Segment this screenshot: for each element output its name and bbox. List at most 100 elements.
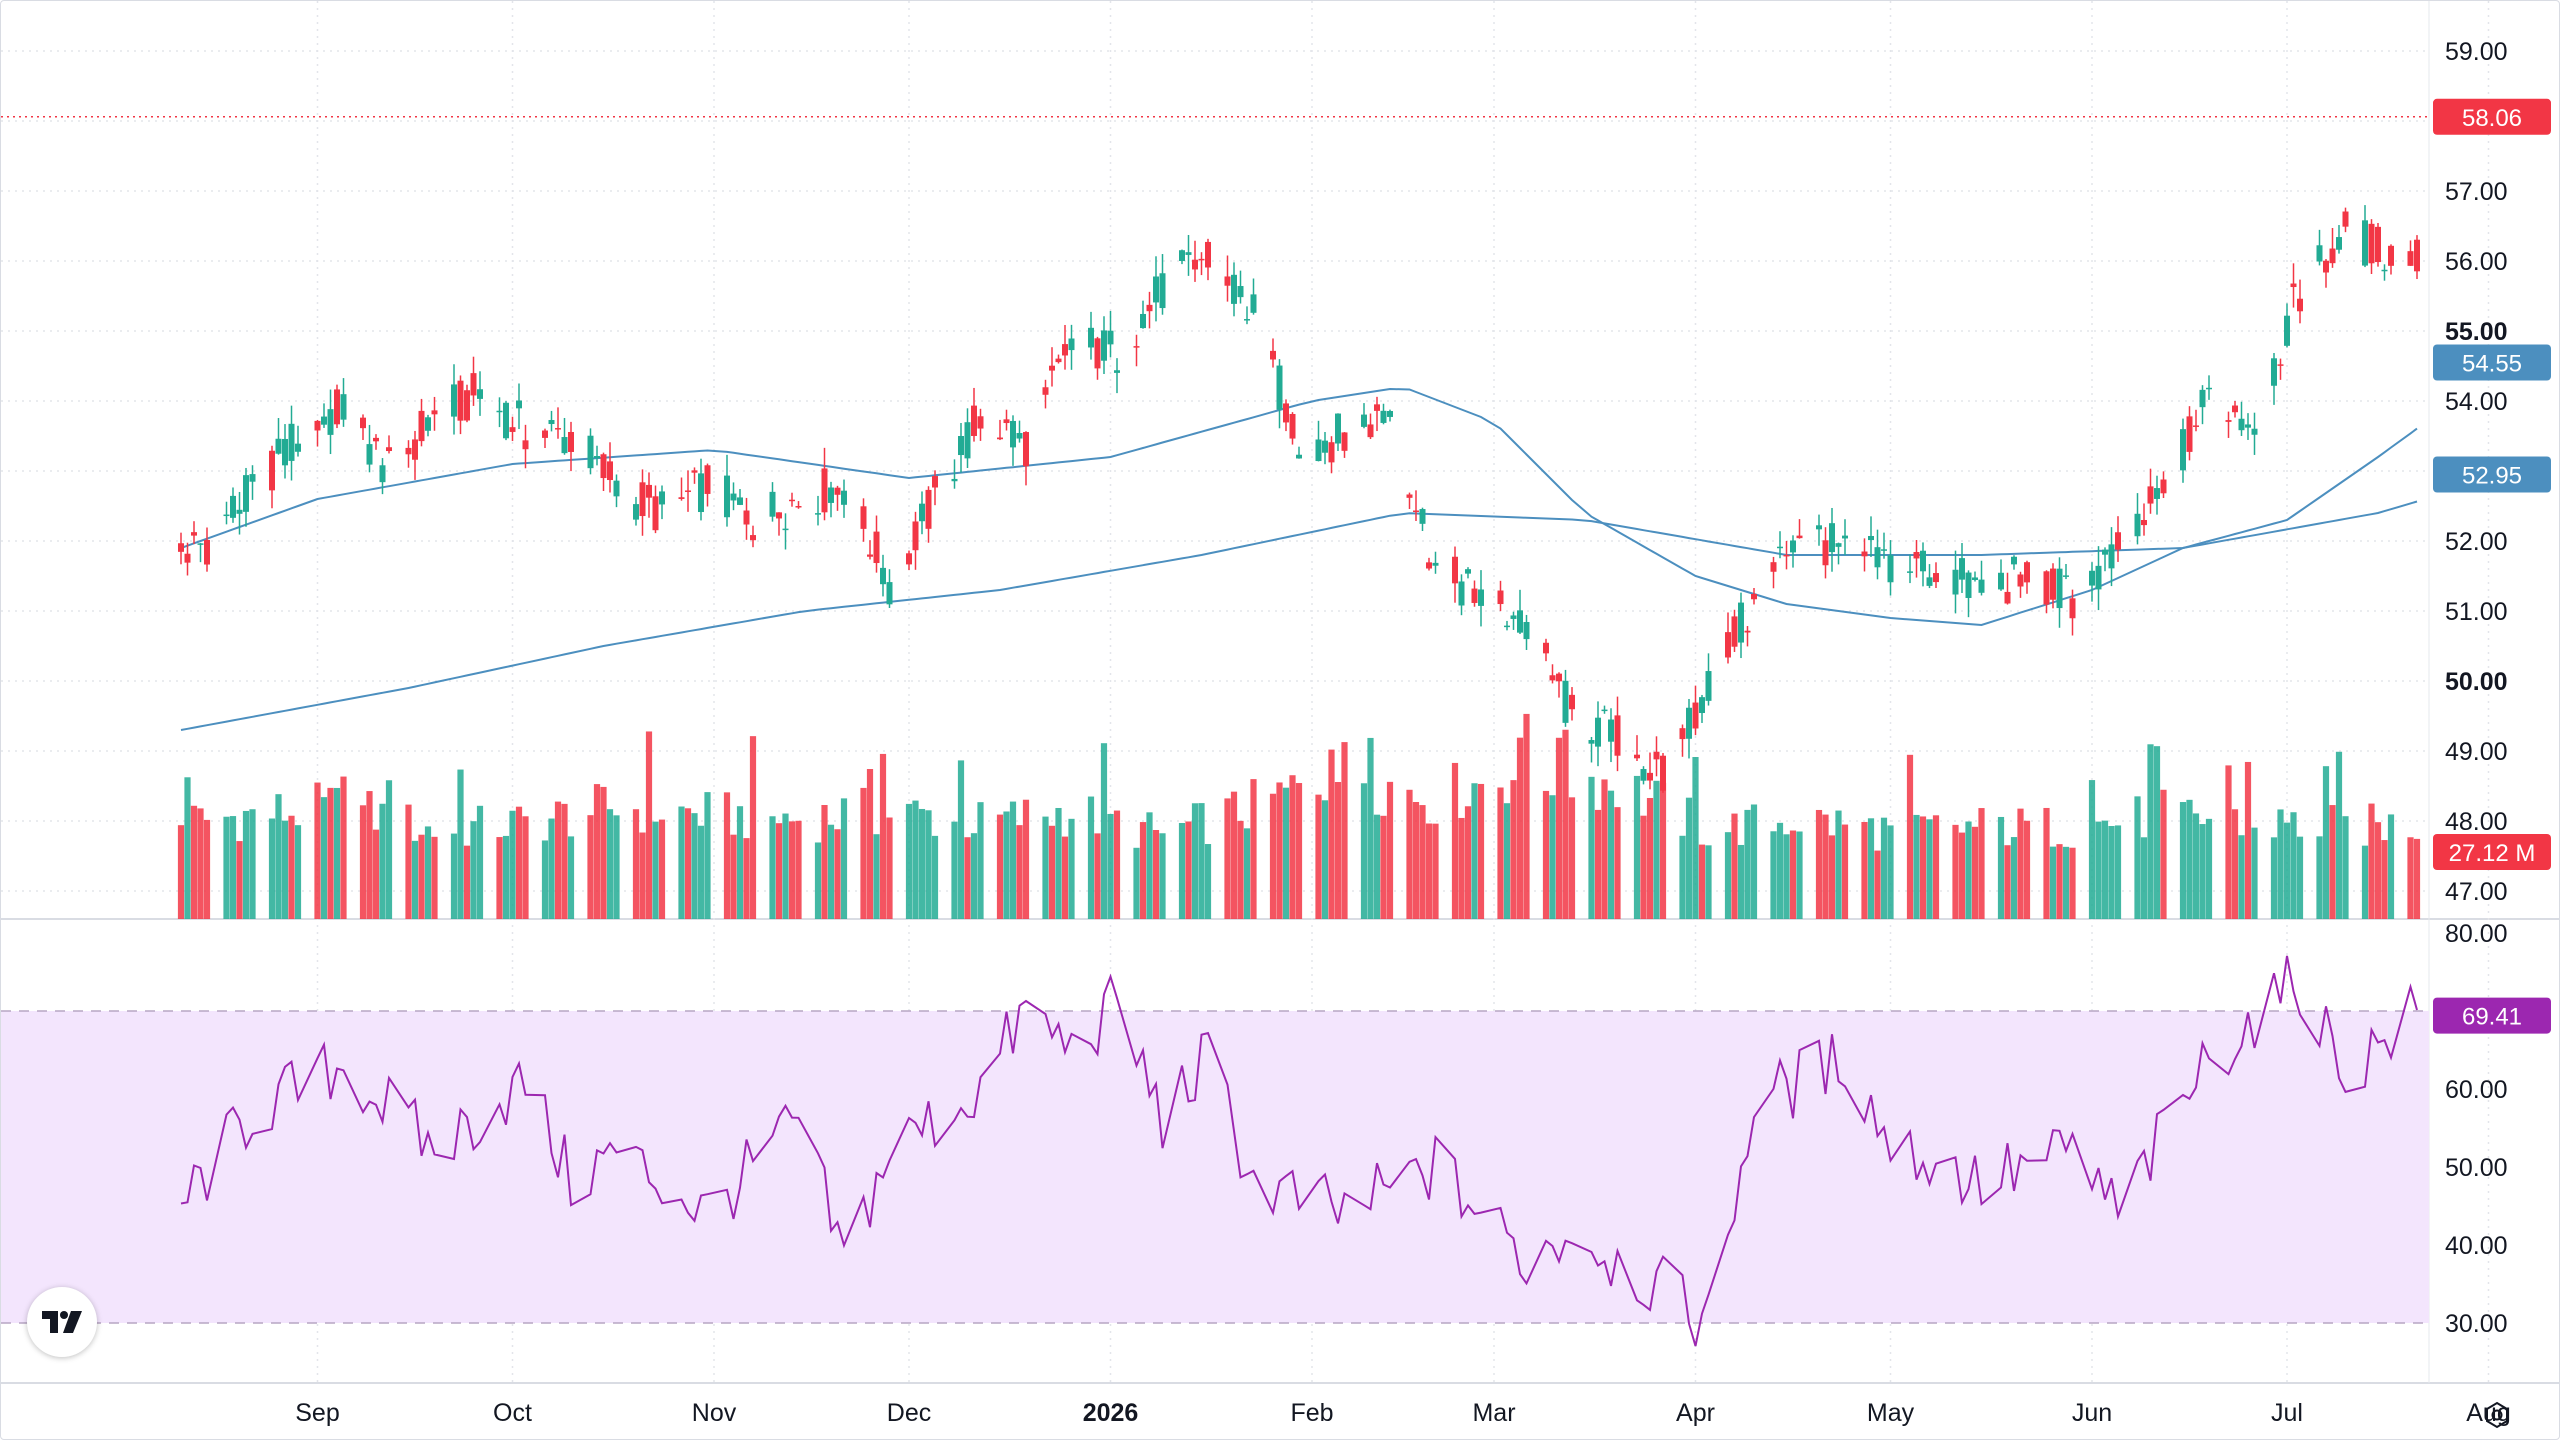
volume-bar <box>2270 837 2278 919</box>
candle-body <box>1094 338 1101 369</box>
volume-bar <box>697 825 705 919</box>
volume-bar <box>788 821 796 919</box>
candle-body <box>1783 554 1790 557</box>
volume-bar <box>1139 822 1147 919</box>
volume-bar <box>977 802 984 919</box>
candle-body <box>2362 220 2368 266</box>
volume-bar <box>1926 819 1933 919</box>
candle-body <box>1406 494 1413 498</box>
candle-body <box>191 532 197 536</box>
volume-bar <box>1698 844 1706 919</box>
volume-bar <box>242 810 250 919</box>
volume-bar <box>327 787 334 919</box>
tradingview-logo-icon[interactable] <box>27 1287 97 1357</box>
candle-body <box>1608 719 1614 742</box>
volume-bar <box>2186 799 2193 919</box>
volume-bar <box>1107 813 1114 919</box>
price-tick-label: 50.00 <box>2445 668 2508 696</box>
volume-bar <box>1523 713 1530 919</box>
candle-body <box>2063 575 2069 577</box>
candle-body <box>971 405 977 436</box>
candle-body <box>867 554 873 557</box>
volume-bar <box>1971 826 1979 919</box>
volume-bar <box>1061 836 1069 919</box>
volume-bar <box>600 786 607 919</box>
candle-body <box>223 514 230 517</box>
volume-bar <box>431 836 438 919</box>
volume-bar <box>1237 820 1244 919</box>
volume-bar <box>2381 840 2388 919</box>
volume-bar <box>359 805 367 919</box>
volume-bar <box>1685 797 1693 919</box>
volume-bar <box>1133 847 1140 919</box>
candle-body <box>1387 411 1393 417</box>
candle-body <box>2225 420 2232 422</box>
candle-body <box>1068 338 1075 351</box>
volume-bar <box>639 832 646 919</box>
candle-body <box>1835 543 1842 547</box>
candle-body <box>1283 403 1289 423</box>
candle-body <box>2284 315 2290 346</box>
candle-body <box>2329 248 2336 264</box>
candle-body <box>457 380 464 421</box>
candle-body <box>522 440 529 450</box>
volume-bar <box>2244 761 2252 919</box>
candle-body <box>1881 549 1887 551</box>
volume-bar <box>1477 783 1485 919</box>
candle-body <box>1042 387 1049 395</box>
candle-body <box>503 402 509 439</box>
candle-body <box>964 422 971 459</box>
candle-body <box>2232 405 2238 413</box>
candle-body <box>776 512 782 519</box>
candle-body <box>373 437 379 442</box>
candle-body <box>873 531 880 564</box>
volume-bar <box>1913 814 1920 919</box>
ma-fast-tag: 54.55 <box>2433 344 2551 381</box>
candle-body <box>496 410 503 413</box>
volume-bar <box>2335 751 2343 919</box>
volume-bar <box>1796 831 1803 919</box>
volume-bar <box>2095 821 2102 919</box>
volume-bar <box>684 808 692 919</box>
candle-body <box>470 373 477 396</box>
volume-bar <box>1289 775 1296 919</box>
volume-bar <box>2329 805 2336 919</box>
candle-body <box>750 535 756 541</box>
volume-bar <box>2062 846 2070 919</box>
candle-body <box>197 543 204 545</box>
volume-bar <box>736 806 744 919</box>
volume-bar <box>749 736 757 919</box>
volume-bar <box>1386 781 1394 919</box>
candle-body <box>2050 568 2056 600</box>
candle-body <box>1731 616 1738 647</box>
candle-body <box>1367 424 1374 438</box>
volume-bar <box>918 808 926 919</box>
volume-bar <box>1048 825 1056 919</box>
candle-body <box>1088 327 1094 348</box>
volume-bar <box>2147 744 2154 919</box>
volume-bar <box>840 798 848 919</box>
candle-body <box>607 461 613 481</box>
volume-bar <box>2049 846 2057 919</box>
candle-body <box>2342 211 2349 227</box>
candle-body <box>1478 589 1484 606</box>
candle-body <box>704 465 711 494</box>
volume-bar <box>2043 807 2050 919</box>
volume-bar <box>1633 775 1641 919</box>
volume-bar <box>470 821 477 919</box>
volume-bar <box>385 780 393 919</box>
settings-icon[interactable] <box>2477 1395 2517 1435</box>
price-tick-label: 57.00 <box>2445 178 2508 206</box>
volume-bar <box>964 837 971 919</box>
candle-body <box>2381 269 2388 272</box>
candle-body <box>2069 598 2076 619</box>
volume-bar <box>294 825 302 919</box>
volume-bar <box>1510 780 1517 919</box>
volume-bar <box>197 808 204 919</box>
candle-body <box>1926 577 1933 586</box>
candle-body <box>1062 344 1068 356</box>
volume-bar <box>2205 818 2213 919</box>
volume-bar <box>1978 808 1985 919</box>
candle-body <box>1907 571 1913 573</box>
